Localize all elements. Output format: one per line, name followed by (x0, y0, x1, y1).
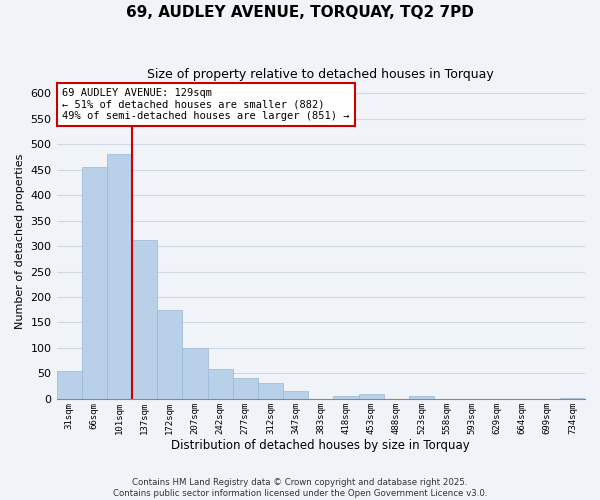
Bar (107, 154, 132, 399)
Bar (283, 391, 308, 399)
Bar (233, 378, 258, 399)
Bar (334, 396, 359, 399)
Text: Contains HM Land Registry data © Crown copyright and database right 2025.
Contai: Contains HM Land Registry data © Crown c… (113, 478, 487, 498)
Bar (409, 396, 434, 399)
Text: 69, AUDLEY AVENUE, TORQUAY, TQ2 7PD: 69, AUDLEY AVENUE, TORQUAY, TQ2 7PD (126, 5, 474, 20)
Y-axis label: Number of detached properties: Number of detached properties (15, 154, 25, 328)
Bar (258, 382, 283, 399)
Bar (82, 167, 107, 399)
Bar (157, 310, 182, 399)
Bar (560, 398, 585, 399)
Bar (359, 394, 383, 399)
X-axis label: Distribution of detached houses by size in Torquay: Distribution of detached houses by size … (172, 440, 470, 452)
Text: 69 AUDLEY AVENUE: 129sqm
← 51% of detached houses are smaller (882)
49% of semi-: 69 AUDLEY AVENUE: 129sqm ← 51% of detach… (62, 88, 349, 121)
Bar (132, 240, 157, 399)
Bar (182, 348, 208, 399)
Title: Size of property relative to detached houses in Torquay: Size of property relative to detached ho… (148, 68, 494, 80)
Bar (208, 370, 233, 399)
Bar (56, 371, 82, 399)
